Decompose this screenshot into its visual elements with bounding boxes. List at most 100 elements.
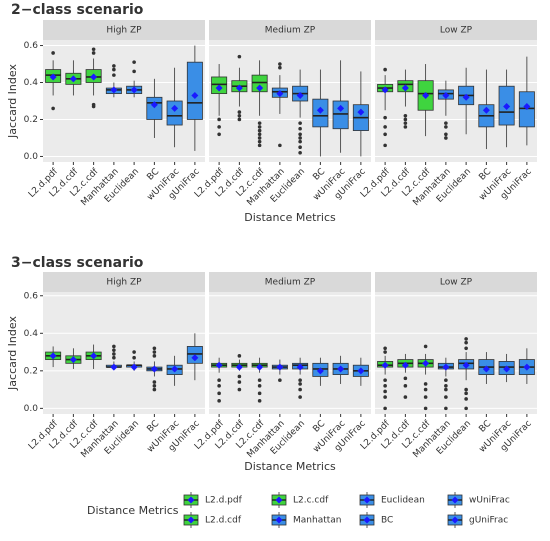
outlier bbox=[132, 60, 136, 64]
y-tick-label: 0.4 bbox=[24, 78, 39, 88]
outlier bbox=[112, 73, 116, 77]
outlier bbox=[423, 387, 428, 392]
outlier bbox=[51, 106, 55, 111]
outlier bbox=[403, 113, 408, 118]
outlier bbox=[152, 354, 157, 358]
outlier bbox=[383, 143, 387, 148]
outlier bbox=[91, 102, 96, 107]
outlier bbox=[298, 145, 302, 150]
mean-marker bbox=[337, 365, 345, 373]
outlier bbox=[464, 406, 468, 411]
strip bbox=[375, 272, 537, 292]
mean-marker bbox=[482, 365, 490, 373]
mean-marker bbox=[357, 367, 365, 375]
outlier bbox=[112, 348, 116, 352]
mean-marker bbox=[503, 365, 511, 373]
mean-marker bbox=[401, 84, 409, 92]
legend-mean bbox=[451, 496, 459, 504]
panel bbox=[209, 292, 371, 414]
outlier bbox=[444, 387, 448, 392]
mean-marker bbox=[401, 361, 409, 369]
mean-marker bbox=[69, 356, 77, 364]
mean-marker bbox=[276, 90, 284, 98]
mean-marker bbox=[235, 84, 243, 92]
outlier bbox=[237, 117, 242, 122]
mean-marker bbox=[215, 84, 223, 92]
outlier bbox=[298, 139, 302, 144]
mean-marker bbox=[191, 354, 199, 362]
outlier bbox=[444, 125, 448, 129]
mean-marker bbox=[191, 91, 199, 99]
outlier bbox=[257, 128, 262, 133]
outlier bbox=[217, 391, 221, 396]
outlier bbox=[464, 346, 468, 351]
mean-marker bbox=[316, 106, 324, 114]
mean-marker bbox=[337, 104, 345, 112]
outlier bbox=[237, 54, 242, 59]
outlier bbox=[383, 384, 387, 388]
legend-mean bbox=[187, 516, 195, 524]
mean-marker bbox=[110, 86, 118, 94]
box bbox=[186, 61, 203, 120]
outlier bbox=[112, 67, 116, 72]
chart-title: 2−class scenario bbox=[11, 2, 144, 18]
strip-label: Low ZP bbox=[440, 278, 473, 288]
y-tick-label: 0.0 bbox=[24, 152, 39, 162]
outlier bbox=[383, 132, 387, 137]
outlier bbox=[132, 69, 136, 74]
y-tick-label: 0.6 bbox=[24, 41, 39, 51]
outlier bbox=[403, 121, 408, 125]
mean-marker bbox=[381, 86, 389, 94]
outlier bbox=[383, 389, 387, 394]
legend-mean bbox=[451, 516, 459, 524]
y-axis-title: Jaccard Index bbox=[6, 316, 19, 391]
x-axis-title: Distance Metrics bbox=[244, 460, 336, 473]
mean-marker bbox=[110, 363, 118, 371]
outlier bbox=[217, 378, 221, 383]
outlier bbox=[298, 387, 302, 392]
outlier bbox=[112, 344, 116, 349]
strip bbox=[209, 272, 371, 292]
mean-marker bbox=[523, 363, 531, 371]
strip bbox=[375, 20, 537, 40]
mean-marker bbox=[90, 73, 98, 81]
legend-label: gUniFrac bbox=[469, 516, 508, 526]
outlier bbox=[298, 382, 302, 386]
y-axis-title: Jaccard Index bbox=[6, 64, 19, 139]
outlier bbox=[423, 344, 428, 349]
outlier bbox=[237, 374, 242, 379]
y-tick-label: 0.0 bbox=[24, 404, 39, 414]
mean-marker bbox=[422, 91, 430, 99]
legend-mean bbox=[187, 496, 195, 504]
mean-marker bbox=[296, 91, 304, 99]
mean-marker bbox=[235, 363, 243, 371]
outlier bbox=[112, 352, 116, 356]
outlier bbox=[383, 346, 387, 351]
legend-label: Manhattan bbox=[293, 516, 341, 526]
strip-label: Medium ZP bbox=[265, 278, 316, 288]
y-tick-label: 0.2 bbox=[24, 115, 38, 125]
legend-mean bbox=[363, 516, 371, 524]
mean-marker bbox=[49, 73, 57, 81]
outlier bbox=[383, 67, 387, 72]
y-tick-label: 0.2 bbox=[24, 366, 38, 376]
outlier bbox=[464, 387, 468, 392]
chart-title: 3−class scenario bbox=[11, 255, 144, 271]
outlier bbox=[423, 406, 428, 411]
strip bbox=[43, 20, 205, 40]
outlier bbox=[464, 391, 468, 396]
strip-label: High ZP bbox=[106, 26, 142, 36]
y-tick-label: 0.4 bbox=[24, 329, 39, 339]
outlier bbox=[152, 380, 157, 384]
mean-marker bbox=[130, 86, 138, 94]
mean-marker bbox=[150, 365, 158, 373]
outlier bbox=[132, 350, 136, 354]
mean-marker bbox=[215, 361, 223, 369]
outlier bbox=[298, 132, 302, 137]
outlier bbox=[298, 395, 302, 399]
outlier bbox=[298, 121, 302, 125]
outlier bbox=[403, 395, 408, 399]
x-tick-label: BC bbox=[145, 419, 161, 435]
outlier bbox=[278, 62, 282, 66]
